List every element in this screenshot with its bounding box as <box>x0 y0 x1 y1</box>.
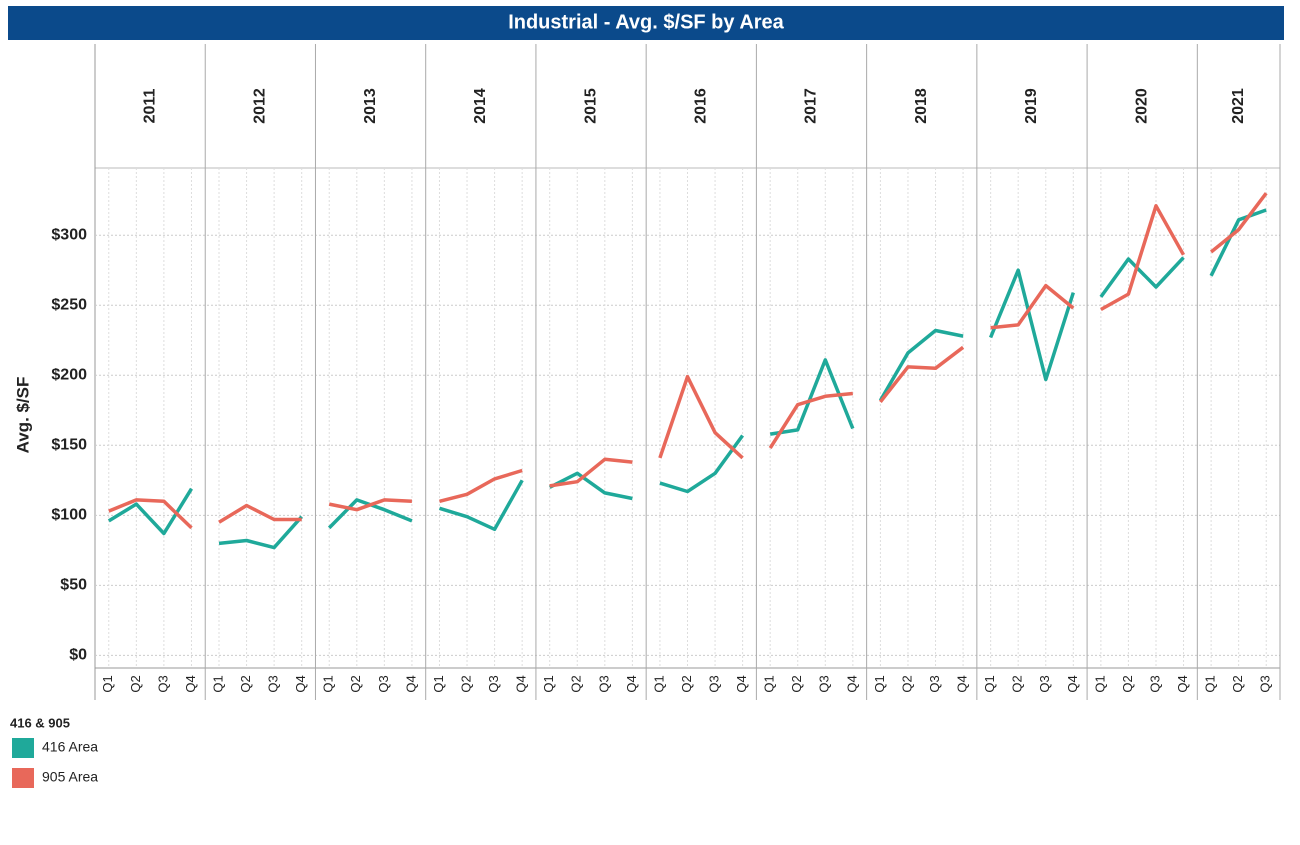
x-tick-label: Q4 <box>1175 675 1190 692</box>
x-tick-label: Q1 <box>1092 675 1107 692</box>
x-tick-label: Q1 <box>210 675 225 692</box>
panel-label: 2018 <box>913 88 930 124</box>
series-line <box>218 503 302 524</box>
series-line <box>988 268 1075 382</box>
x-tick-label: Q4 <box>1065 675 1080 692</box>
series-line <box>328 498 412 512</box>
x-tick-label: Q1 <box>541 675 556 692</box>
series-line <box>107 487 193 536</box>
x-tick-label: Q4 <box>293 675 308 692</box>
x-tick-label: Q1 <box>651 675 666 692</box>
panel-label: 2020 <box>1133 88 1150 124</box>
x-tick-label: Q3 <box>706 675 721 692</box>
x-tick-label: Q4 <box>403 675 418 692</box>
x-tick-label: Q2 <box>458 675 473 692</box>
chart-title: Industrial - Avg. $/SF by Area <box>508 11 784 33</box>
legend-swatch <box>12 768 34 788</box>
x-tick-label: Q4 <box>844 675 859 692</box>
x-tick-label: Q1 <box>982 675 997 692</box>
series-line <box>438 479 524 532</box>
x-tick-label: Q4 <box>624 675 639 692</box>
panel-label: 2015 <box>582 88 599 124</box>
x-tick-label: Q2 <box>1120 675 1135 692</box>
x-tick-label: Q2 <box>679 675 694 692</box>
x-tick-label: Q4 <box>734 675 749 692</box>
y-tick-label: $200 <box>51 367 87 384</box>
legend-label: 905 Area <box>42 769 98 785</box>
x-tick-label: Q2 <box>238 675 253 692</box>
x-tick-label: Q3 <box>376 675 391 692</box>
panel-label: 2014 <box>472 88 489 124</box>
x-tick-label: Q3 <box>1037 675 1052 692</box>
panel-label: 2013 <box>362 88 379 124</box>
y-tick-label: $150 <box>51 437 87 454</box>
series-line <box>990 283 1075 330</box>
series-line <box>439 468 523 503</box>
series-line <box>879 345 965 403</box>
series-line <box>108 498 193 530</box>
panel-label: 2019 <box>1023 88 1040 124</box>
x-tick-label: Q3 <box>266 675 281 692</box>
title-bar <box>8 6 1284 40</box>
panel-label: 2017 <box>803 88 820 124</box>
panel-label: 2016 <box>692 88 709 124</box>
x-tick-label: Q3 <box>155 675 170 692</box>
legend-label: 416 Area <box>42 739 98 755</box>
panel-label: 2012 <box>252 88 269 124</box>
x-tick-label: Q2 <box>1230 675 1245 692</box>
y-tick-label: $50 <box>60 577 87 594</box>
x-tick-label: Q3 <box>927 675 942 692</box>
y-tick-label: $250 <box>51 296 87 313</box>
series-line <box>658 374 744 460</box>
series-line <box>1099 256 1185 298</box>
x-tick-label: Q4 <box>955 675 970 692</box>
x-tick-label: Q2 <box>1010 675 1025 692</box>
x-tick-label: Q4 <box>183 675 198 692</box>
series-line <box>1100 204 1186 312</box>
x-tick-label: Q4 <box>514 675 529 692</box>
x-tick-label: Q3 <box>1258 675 1273 692</box>
x-tick-label: Q3 <box>596 675 611 692</box>
legend-title: 416 & 905 <box>10 715 70 730</box>
series-line <box>878 328 964 402</box>
series-line <box>1209 208 1267 277</box>
series-line <box>218 515 304 550</box>
y-tick-label: $100 <box>51 507 87 524</box>
x-tick-label: Q1 <box>321 675 336 692</box>
series-line <box>768 391 853 450</box>
x-tick-label: Q3 <box>1147 675 1162 692</box>
series-line <box>769 358 855 436</box>
x-tick-label: Q2 <box>569 675 584 692</box>
x-tick-label: Q3 <box>817 675 832 692</box>
y-axis-label: Avg. $/SF <box>13 377 32 454</box>
x-tick-label: Q2 <box>899 675 914 692</box>
x-tick-label: Q2 <box>128 675 143 692</box>
x-tick-label: Q1 <box>872 675 887 692</box>
series-line <box>1209 192 1268 254</box>
panel-label: 2011 <box>141 89 158 124</box>
x-tick-label: Q1 <box>431 675 446 692</box>
x-tick-label: Q2 <box>348 675 363 692</box>
y-tick-label: $300 <box>51 226 87 243</box>
series-line <box>549 457 633 488</box>
series-line <box>548 471 633 501</box>
x-tick-label: Q1 <box>100 675 115 692</box>
series-line <box>659 434 745 494</box>
x-tick-label: Q2 <box>789 675 804 692</box>
y-tick-label: $0 <box>69 647 87 664</box>
legend-swatch <box>12 738 34 758</box>
panel-label: 2021 <box>1230 88 1247 124</box>
x-tick-label: Q1 <box>1203 675 1218 692</box>
x-tick-label: Q1 <box>762 675 777 692</box>
x-tick-label: Q3 <box>486 675 501 692</box>
